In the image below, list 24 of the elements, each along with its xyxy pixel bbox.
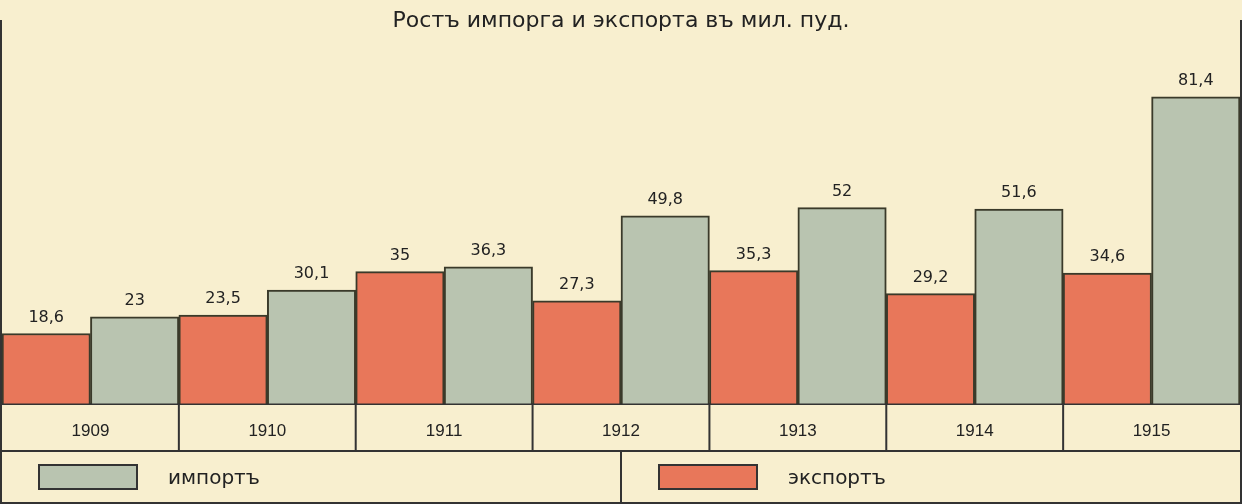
data-label: 35: [389, 244, 411, 264]
data-label: 36,3: [470, 239, 507, 259]
data-label: 49,8: [647, 189, 684, 209]
chart-title: Ростъ импорга и экспорта въ мил. пуд.: [392, 6, 850, 32]
data-label: 35,3: [735, 243, 772, 263]
x-tick-label: 1913: [778, 421, 817, 441]
legend-label: экспортъ: [788, 465, 886, 489]
data-label: 23,5: [205, 288, 241, 308]
data-label: 52: [831, 180, 853, 200]
x-tick-label: 1915: [1132, 421, 1171, 441]
x-tick-label: 1912: [602, 421, 640, 441]
data-label: 18,6: [28, 306, 65, 326]
data-label: 27,3: [558, 273, 595, 293]
x-tick-label: 1910: [248, 421, 287, 441]
x-tick-label: 1911: [425, 421, 463, 441]
data-label: 30,1: [293, 263, 330, 283]
legend-label: импортъ: [168, 465, 260, 489]
data-label: 34,6: [1089, 246, 1126, 266]
x-tick-label: 1909: [71, 421, 110, 441]
data-label: 81,4: [1177, 69, 1214, 89]
x-tick-label: 1914: [955, 421, 994, 441]
data-label: 23: [124, 290, 145, 310]
data-label: 51,6: [1001, 182, 1037, 202]
data-label: 29,2: [912, 266, 949, 286]
